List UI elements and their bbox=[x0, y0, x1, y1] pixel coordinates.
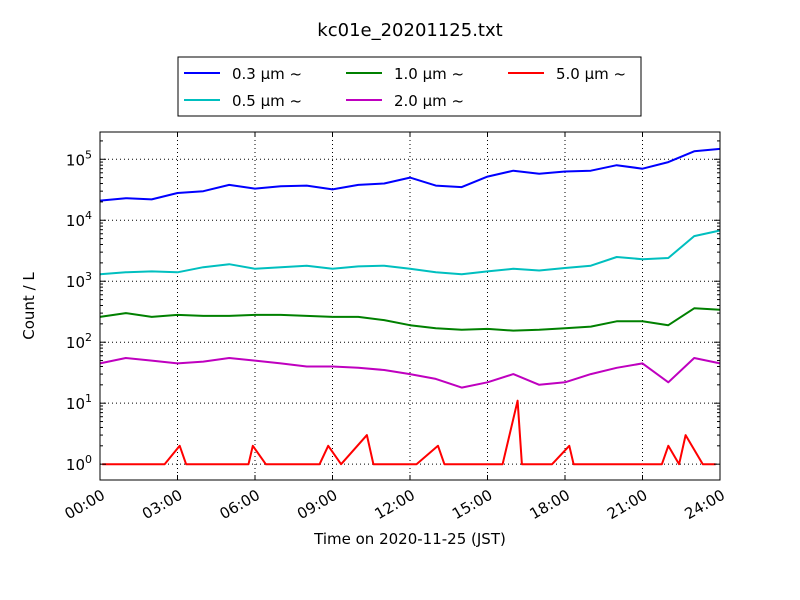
x-tick-label: 18:00 bbox=[527, 486, 573, 523]
x-tick-label: 00:00 bbox=[62, 486, 108, 523]
grid bbox=[100, 132, 720, 480]
x-axis-label: Time on 2020-11-25 (JST) bbox=[313, 530, 506, 548]
y-tick-label: 103 bbox=[66, 270, 92, 291]
x-tick-label: 24:00 bbox=[682, 486, 728, 523]
series-line-0 bbox=[99, 147, 721, 202]
x-tick-label: 21:00 bbox=[604, 486, 650, 523]
legend-label: 0.3 μm ~ bbox=[232, 65, 302, 83]
y-tick-label: 102 bbox=[66, 331, 92, 352]
legend: 0.3 μm ~ 0.5 μm ~ 1.0 μm ~ 2.0 μm ~ 5.0 μm ~ bbox=[177, 56, 642, 117]
series-line-4 bbox=[102, 399, 716, 466]
y-tick-label: 105 bbox=[66, 148, 92, 169]
plot-area: 00:00 03:00 06:00 09:00 12:00 15:00 18:00 21:00… bbox=[62, 131, 728, 523]
legend-label: 2.0 μm ~ bbox=[394, 92, 464, 110]
x-tick-label: 06:00 bbox=[217, 486, 263, 523]
legend-box bbox=[177, 56, 642, 117]
series-line-2 bbox=[99, 307, 721, 332]
legend-label: 5.0 μm ~ bbox=[556, 65, 626, 83]
series-line-1 bbox=[99, 229, 721, 276]
y-axis: 100 101 102 103 104 105 bbox=[66, 140, 720, 474]
legend-label: 0.5 μm ~ bbox=[232, 92, 302, 110]
x-tick-label: 03:00 bbox=[139, 486, 185, 523]
y-tick-label: 100 bbox=[66, 453, 92, 474]
y-tick-label: 101 bbox=[66, 392, 92, 413]
y-axis-label: Count / L bbox=[20, 272, 38, 340]
series-line-3 bbox=[99, 357, 721, 389]
x-tick-label: 12:00 bbox=[372, 486, 418, 523]
legend-label: 1.0 μm ~ bbox=[394, 65, 464, 83]
x-tick-label: 09:00 bbox=[294, 486, 340, 523]
y-tick-label: 104 bbox=[66, 209, 92, 230]
chart-title: kc01e_20201125.txt bbox=[317, 20, 502, 41]
series-lines bbox=[99, 147, 721, 466]
x-tick-label: 15:00 bbox=[449, 486, 495, 523]
